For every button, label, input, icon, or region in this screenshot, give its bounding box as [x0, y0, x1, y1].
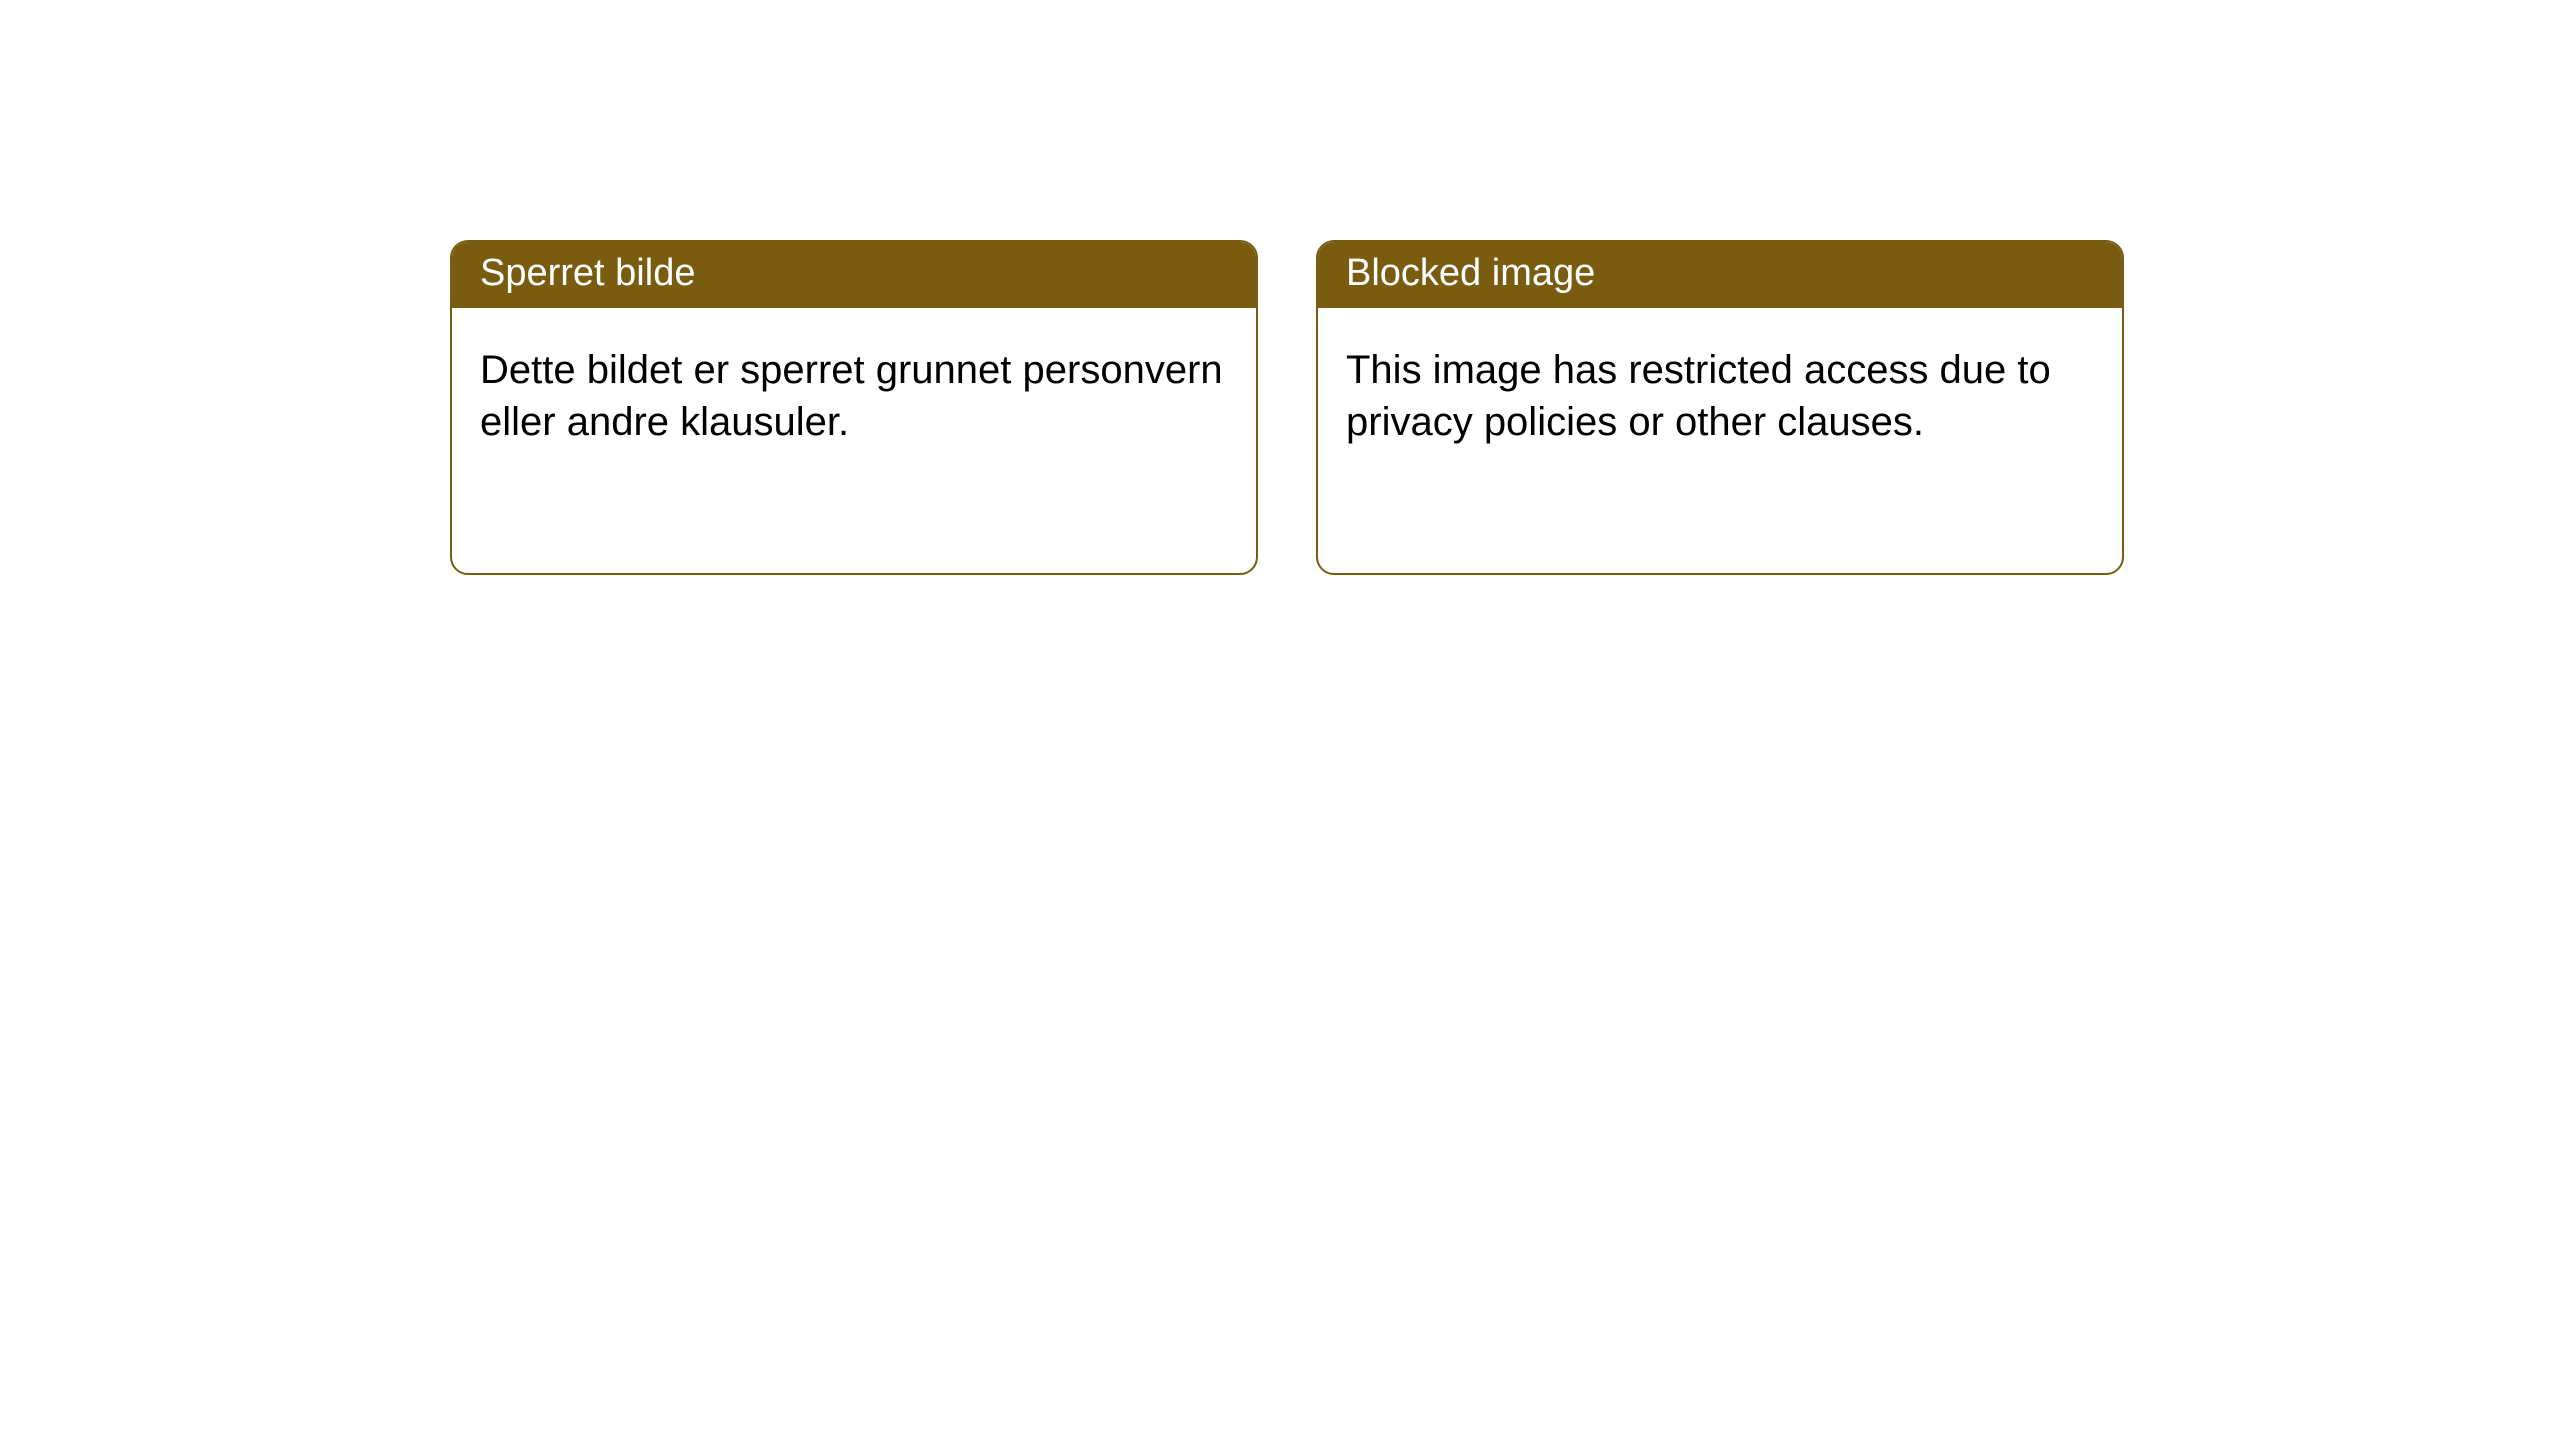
notice-container: Sperret bilde Dette bildet er sperret gr…: [0, 0, 2560, 575]
blocked-image-card-no: Sperret bilde Dette bildet er sperret gr…: [450, 240, 1258, 575]
card-header-en: Blocked image: [1318, 242, 2122, 308]
card-body-no: Dette bildet er sperret grunnet personve…: [452, 308, 1256, 478]
card-body-en: This image has restricted access due to …: [1318, 308, 2122, 478]
blocked-image-card-en: Blocked image This image has restricted …: [1316, 240, 2124, 575]
card-header-no: Sperret bilde: [452, 242, 1256, 308]
